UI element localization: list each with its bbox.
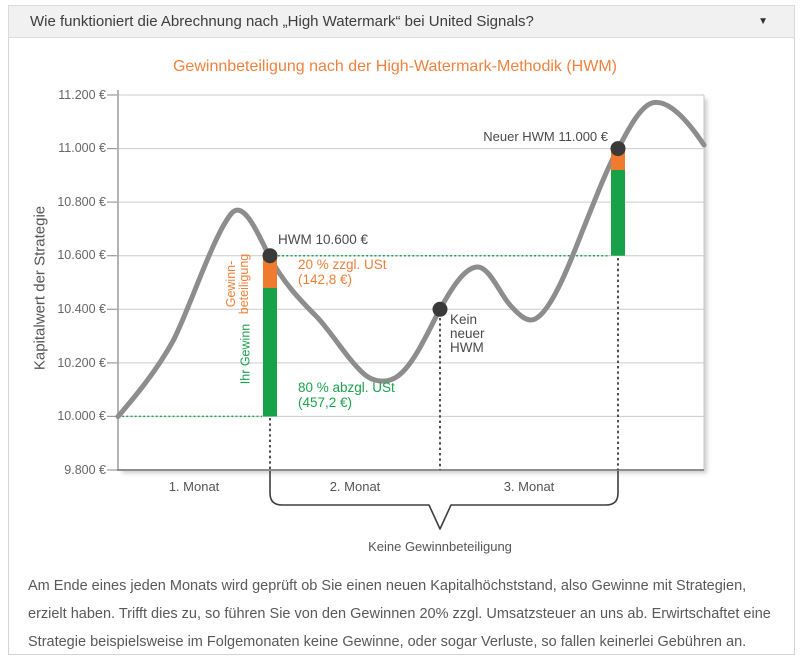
fee-amount-text: (142,8 €) [298,272,353,287]
faq-question-header[interactable]: Wie funktioniert die Abrechnung nach „Hi… [8,5,795,38]
profit-share-rotated-label: Gewinn- beteiligung [224,253,251,315]
plot-area [119,96,704,470]
hwm1-label: HWM 10.600 € [278,232,369,247]
x-label-month2: 2. Monat [329,479,381,494]
y-tick-label: 10.200 € [57,356,106,370]
fee-percent-text: 20 % zzgl. USt [298,257,387,272]
faq-question-text: Wie funktioniert die Abrechnung nach „Hi… [30,13,534,30]
gain-amount-text: (457,2 €) [298,395,353,410]
profit-share-line2: beteiligung [237,253,251,315]
no-new-hwm-annotation: Kein neuer HWM [450,313,485,355]
x-label-month1: 1. Monat [168,479,220,494]
y-tick-label: 10.600 € [57,248,106,262]
chevron-down-icon[interactable]: ▼ [758,16,768,27]
y-tick-label: 11.200 € [58,88,106,102]
your-profit-rotated-label: Ihr Gewinn [238,323,253,385]
gain-annotation: 80 % abzgl. USt (457,2 €) [298,380,395,410]
explanation-paragraph: Am Ende eines jeden Monats wird geprüft … [28,578,771,650]
no-profit-share-label: Keine Gewinnbeteiligung [368,539,512,554]
chart-title: Gewinnbeteiligung nach der High-Watermar… [172,58,617,75]
new-hwm-label: Neuer HWM 11.000 € [483,129,608,144]
no-new-hwm-line1: Kein [450,312,478,327]
y-tick-label: 10.000 € [57,409,106,423]
y-tick-label: 10.800 € [57,195,106,209]
y-tick-label: 11.000 € [58,141,106,155]
y-axis-title: Kapitalwert der Strategie [31,205,49,371]
no-new-hwm-line2: neuer [450,326,485,341]
fee-annotation: 20 % zzgl. USt (142,8 €) [298,257,387,287]
gain-percent-text: 80 % abzgl. USt [298,380,395,395]
y-tick-label: 9.800 € [64,463,106,477]
x-label-month3: 3. Monat [503,479,555,494]
y-tick-label: 10.400 € [57,302,106,316]
no-new-hwm-line3: HWM [450,340,484,355]
